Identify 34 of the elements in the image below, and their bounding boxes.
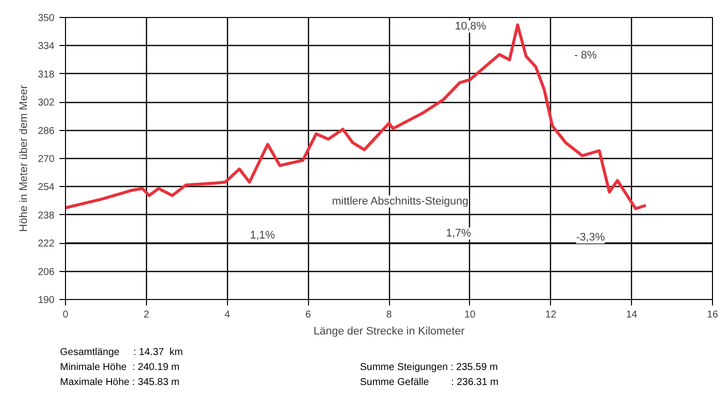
annotation: - 8% — [574, 50, 598, 62]
x-tick-label: 2 — [144, 310, 150, 320]
x-tick-label: 14 — [626, 310, 638, 320]
y-tick-label: 270 — [38, 154, 55, 165]
x-tick-label: 4 — [224, 310, 230, 320]
line-series — [66, 23, 648, 210]
annotation: mittlere Abschnitts-Steigung — [332, 196, 468, 208]
y-tick-label: 254 — [38, 182, 55, 194]
x-tick-label: 16 — [706, 310, 718, 320]
x-tick-label: 0 — [62, 310, 69, 320]
x-tick-label: 8 — [386, 310, 392, 320]
annotation: -3,3% — [576, 232, 606, 244]
annotation: 10,8% — [454, 20, 486, 32]
y-tick-label: 302 — [38, 98, 55, 109]
text: Maximale Höhe : 345.83 m — [60, 376, 181, 390]
y-tick-label: 334 — [38, 41, 55, 52]
text: Summe Gefälle : 236.31 m — [360, 376, 498, 390]
y-tick-label: 350 — [38, 13, 55, 24]
x-tick-label: 6 — [305, 310, 312, 320]
y-tick-label: 206 — [38, 266, 55, 278]
y-tick-label: 286 — [38, 126, 55, 137]
annotation: 1,1% — [250, 230, 276, 242]
y-tick-label: 222 — [38, 238, 55, 250]
text: Summe Steigungen : 235.59 m — [360, 361, 498, 375]
text: Minimale Höhe : 240.19 m — [60, 361, 181, 375]
x-axis-title: Länge der Strecke in Kilometer — [313, 326, 465, 338]
y-tick-label: 190 — [38, 295, 55, 306]
annotation: 1,7% — [446, 228, 472, 240]
x-tick-label: 12 — [545, 310, 557, 320]
y-tick-label: 318 — [38, 69, 55, 80]
y-tick-label: 238 — [38, 210, 55, 222]
text: Gesamtlänge : 14.37 km — [60, 346, 183, 360]
y-axis-title: Höhe in Meter über dem Meer — [18, 84, 30, 232]
x-tick-label: 10 — [464, 310, 476, 320]
